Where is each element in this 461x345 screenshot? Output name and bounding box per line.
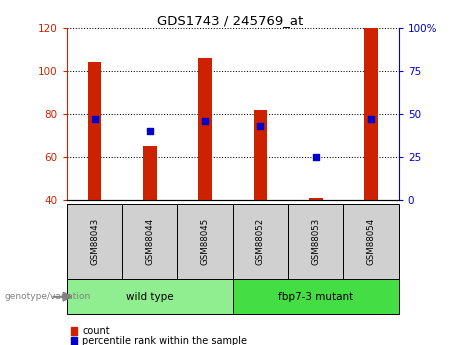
Text: GSM88043: GSM88043 — [90, 218, 99, 265]
Text: GSM88054: GSM88054 — [366, 218, 376, 265]
Text: GSM88053: GSM88053 — [311, 218, 320, 265]
Bar — [364, 28, 378, 200]
Point — [367, 116, 375, 122]
Point — [257, 123, 264, 129]
Bar — [143, 146, 157, 200]
Text: GSM88045: GSM88045 — [201, 218, 210, 265]
Text: count: count — [82, 326, 110, 336]
Text: GSM88044: GSM88044 — [145, 218, 154, 265]
Point — [146, 128, 154, 134]
Bar — [254, 110, 267, 200]
Text: fbp7-3 mutant: fbp7-3 mutant — [278, 292, 354, 302]
Text: wild type: wild type — [126, 292, 174, 302]
Bar — [309, 198, 323, 200]
Bar — [198, 58, 212, 200]
Point — [201, 118, 209, 124]
Text: GDS1743 / 245769_at: GDS1743 / 245769_at — [157, 14, 304, 27]
Point — [312, 154, 319, 160]
Point — [91, 116, 98, 122]
Text: percentile rank within the sample: percentile rank within the sample — [82, 336, 247, 345]
Text: GSM88052: GSM88052 — [256, 218, 265, 265]
Text: genotype/variation: genotype/variation — [5, 292, 91, 301]
Bar — [88, 62, 101, 200]
